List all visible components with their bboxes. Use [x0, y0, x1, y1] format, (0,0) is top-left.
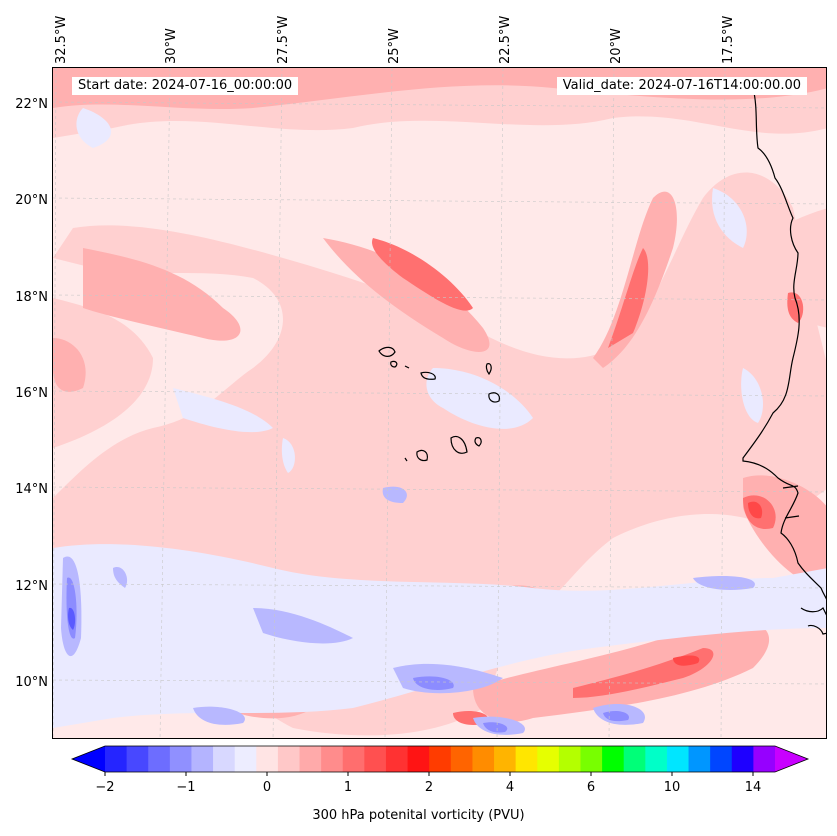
colorbar-cell — [558, 746, 581, 772]
lat-label-16n: 16°N — [15, 386, 48, 401]
colorbar-cell — [623, 746, 646, 772]
colorbar-tick-label: 14 — [744, 780, 762, 795]
colorbar-cell — [407, 746, 430, 772]
colorbar-cell — [710, 746, 733, 772]
lat-label-14n: 14°N — [15, 482, 48, 497]
lon-label-25w: 25°W — [387, 28, 402, 64]
colorbar-cell — [321, 746, 344, 772]
lon-label-17-5w: 17.5°W — [721, 15, 736, 64]
colorbar-tick-label: 4 — [505, 780, 515, 795]
colorbar-cell — [645, 746, 668, 772]
colorbar-cell — [256, 746, 279, 772]
lon-label-22-5w: 22.5°W — [498, 15, 513, 64]
lat-label-10n: 10°N — [15, 675, 48, 690]
colorbar-cell — [731, 746, 754, 772]
pv-deep-negative-region — [68, 607, 76, 630]
lat-label-22n: 22°N — [15, 97, 48, 112]
colorbar-tick-label: 2 — [424, 780, 434, 795]
lon-label-20w: 20°W — [609, 28, 624, 64]
lon-label-30w: 30°W — [164, 28, 179, 64]
colorbar-tick-label: −2 — [95, 780, 115, 795]
lon-label-27-5w: 27.5°W — [276, 15, 291, 64]
cape-verde-islands — [378, 346, 500, 462]
africa-coastline — [742, 87, 826, 635]
colorbar-cell — [364, 746, 387, 772]
colorbar-cell — [213, 746, 236, 772]
colorbar-cell — [515, 746, 538, 772]
colorbar-cell — [429, 746, 452, 772]
colorbar-tick-label: −1 — [176, 780, 196, 795]
valid-date-label: Valid_date: 2024-07-16T14:00:00.00 — [556, 77, 807, 95]
colorbar-tick-label: 6 — [586, 780, 596, 795]
colorbar-cell — [602, 746, 625, 772]
colorbar-cell — [537, 746, 560, 772]
colorbar-min-arrow — [72, 746, 105, 772]
colorbar-cell — [494, 746, 517, 772]
colorbar-cell — [148, 746, 171, 772]
colorbar-cell — [450, 746, 473, 772]
colorbar-cell — [688, 746, 711, 772]
colorbar-cell — [299, 746, 322, 772]
colorbar-tick-label: 1 — [343, 780, 353, 795]
colorbar-cell — [666, 746, 690, 772]
colorbar-cell — [191, 746, 214, 772]
lon-label-32-5w: 32.5°W — [54, 15, 69, 64]
colorbar-cell — [753, 746, 776, 772]
colorbar-cell — [277, 746, 301, 772]
colorbar-cells — [70, 745, 810, 776]
lat-label-12n: 12°N — [15, 579, 48, 594]
pv-contour-map — [53, 68, 826, 738]
colorbar-cell — [472, 746, 495, 772]
lat-label-20n: 20°N — [15, 193, 48, 208]
colorbar-tick-label: 10 — [663, 780, 681, 795]
lat-label-18n: 18°N — [15, 290, 48, 305]
pv-negative-region — [53, 108, 826, 728]
map-panel: Start date: 2024-07-16_00:00:00 Valid_da… — [52, 67, 827, 739]
start-date-label: Start date: 2024-07-16_00:00:00 — [72, 77, 299, 95]
colorbar-tick-label: 0 — [262, 780, 272, 795]
colorbar — [70, 745, 810, 776]
colorbar-max-arrow — [775, 746, 808, 772]
colorbar-cell — [580, 746, 603, 772]
graticule — [53, 68, 826, 738]
colorbar-cell — [169, 746, 192, 772]
colorbar-cell — [385, 746, 409, 772]
colorbar-cell — [234, 746, 257, 772]
colorbar-cell — [126, 746, 149, 772]
colorbar-title: 300 hPa potenital vorticity (PVU) — [312, 808, 525, 823]
colorbar-cell — [342, 746, 365, 772]
colorbar-cell — [105, 746, 128, 772]
